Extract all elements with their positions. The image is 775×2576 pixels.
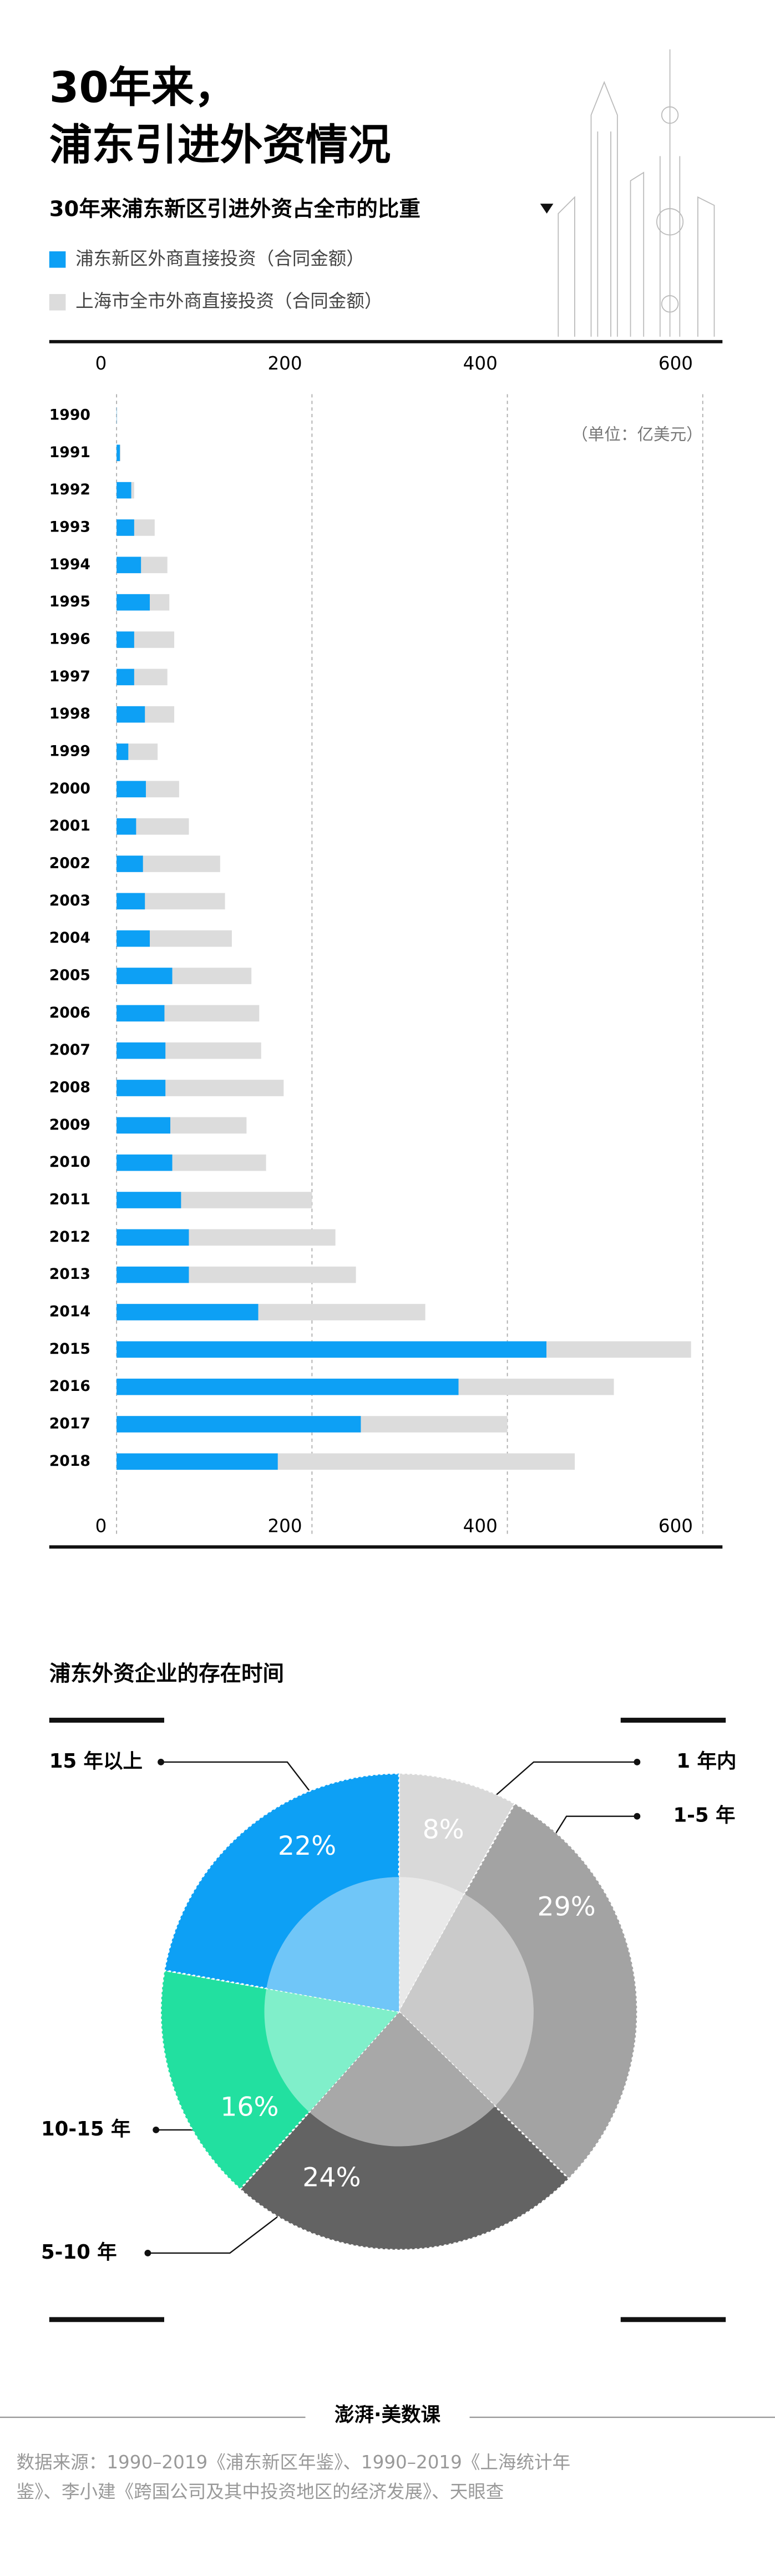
bar	[116, 1378, 459, 1395]
bar	[116, 1080, 166, 1096]
bar	[116, 818, 136, 835]
pie-inner	[266, 1877, 399, 2012]
y-tick-label: 2001	[49, 817, 90, 834]
bar	[116, 706, 145, 723]
x-tick-label: 200	[267, 353, 302, 374]
title: 30年来，	[49, 63, 237, 113]
y-tick-label: 2015	[49, 1340, 90, 1358]
source: 鉴》、李小建《跨国公司及其中投资地区的经济发展》、天眼查	[17, 2481, 504, 2502]
bar	[116, 893, 145, 910]
value-label: 8%	[423, 1814, 464, 1845]
bar	[116, 482, 131, 499]
bar	[116, 631, 134, 648]
bar	[116, 1266, 189, 1283]
y-tick-label: 1992	[49, 481, 90, 498]
y-tick-label: 2009	[49, 1116, 90, 1133]
value-label: 29%	[537, 1891, 595, 1922]
subtitle: 30年来浦东新区引进外资占全市的比重	[49, 197, 421, 222]
y-tick-label: 2010	[49, 1153, 90, 1171]
unit-note: （单位：亿美元）	[571, 425, 703, 444]
pie-title: 浦东外资企业的存在时间	[49, 1662, 284, 1687]
source: 数据来源：1990–2019《浦东新区年鉴》、1990–2019《上海统计年	[17, 2452, 571, 2473]
bar	[116, 1453, 278, 1470]
bar	[116, 669, 134, 686]
y-tick-label: 1998	[49, 705, 90, 722]
bar	[116, 444, 120, 462]
legend-label: 浦东新区外商直接投资（合同金额）	[75, 248, 364, 269]
category-label: 10-15 年	[41, 2118, 130, 2140]
x-tick-label: 600	[659, 1516, 693, 1537]
y-tick-label: 1996	[49, 630, 90, 647]
bar	[116, 1042, 166, 1059]
x-tick-label: 400	[463, 1516, 498, 1537]
bar	[116, 1416, 361, 1433]
y-tick-label: 2011	[49, 1191, 90, 1208]
x-tick-label: 600	[659, 353, 693, 374]
corner-bars	[49, 1718, 726, 2322]
y-tick-label: 1994	[49, 556, 90, 573]
value-label: 16%	[220, 2092, 278, 2122]
bar	[116, 1005, 165, 1022]
y-tick-label: 2005	[49, 967, 90, 984]
y-tick-label: 2014	[49, 1303, 90, 1320]
title: 浦东引进外资情况	[49, 121, 391, 170]
y-tick-label: 1993	[49, 518, 90, 535]
y-tick-label: 2004	[49, 929, 90, 947]
category-label: 1-5 年	[673, 1804, 735, 1827]
bar	[116, 556, 141, 574]
y-tick-label: 2012	[49, 1228, 90, 1246]
skyline	[558, 49, 715, 337]
x-tick-label: 0	[95, 353, 107, 374]
logo-bg	[305, 2397, 470, 2434]
x-tick-label: 0	[95, 1516, 107, 1537]
bar	[116, 743, 129, 760]
logo: 澎湃·美数课	[335, 2403, 440, 2426]
pie-inner	[399, 1894, 534, 2107]
bar	[116, 930, 150, 947]
bar	[116, 519, 134, 536]
x-tick-label: 400	[463, 353, 498, 374]
y-tick-label: 2018	[49, 1453, 90, 1470]
category-label: 1 年内	[676, 1750, 736, 1773]
bar	[116, 1341, 547, 1358]
y-tick-label: 2013	[49, 1266, 90, 1283]
pie-inner	[309, 2011, 495, 2147]
category-label: 5-10 年	[41, 2241, 117, 2264]
y-tick-label: 1997	[49, 668, 90, 685]
legend-swatch	[49, 251, 66, 268]
dropdown-arrow	[540, 204, 554, 214]
bar	[116, 1154, 173, 1171]
value-label: 24%	[302, 2163, 361, 2193]
x-tick-label: 200	[267, 1516, 302, 1537]
bar	[116, 1117, 170, 1134]
y-tick-label: 2002	[49, 854, 90, 872]
bar	[116, 968, 173, 984]
bar	[116, 856, 143, 872]
y-tick-label: 1995	[49, 593, 90, 610]
value-label: 22%	[278, 1831, 336, 1861]
y-tick-label: 2003	[49, 892, 90, 909]
bar	[116, 781, 146, 798]
y-tick-label: 1999	[49, 742, 90, 760]
bar	[116, 594, 150, 611]
y-tick-label: 1990	[49, 406, 90, 423]
pie-inner	[399, 1877, 465, 2012]
y-tick-label: 2007	[49, 1041, 90, 1059]
pie-inner	[264, 1988, 399, 2112]
category-label: 15 年以上	[49, 1750, 143, 1773]
bar	[116, 1192, 181, 1208]
y-tick-label: 2016	[49, 1378, 90, 1395]
y-tick-label: 2006	[49, 1004, 90, 1021]
y-tick-label: 2008	[49, 1079, 90, 1096]
bar	[116, 1229, 189, 1246]
legend-swatch	[49, 293, 66, 311]
legend-label: 上海市全市外商直接投资（合同金额）	[75, 291, 382, 312]
bar	[116, 1304, 259, 1320]
y-tick-label: 1991	[49, 444, 90, 461]
y-tick-label: 2017	[49, 1415, 90, 1433]
y-tick-label: 2000	[49, 780, 90, 797]
callout-dots	[144, 1759, 641, 2256]
